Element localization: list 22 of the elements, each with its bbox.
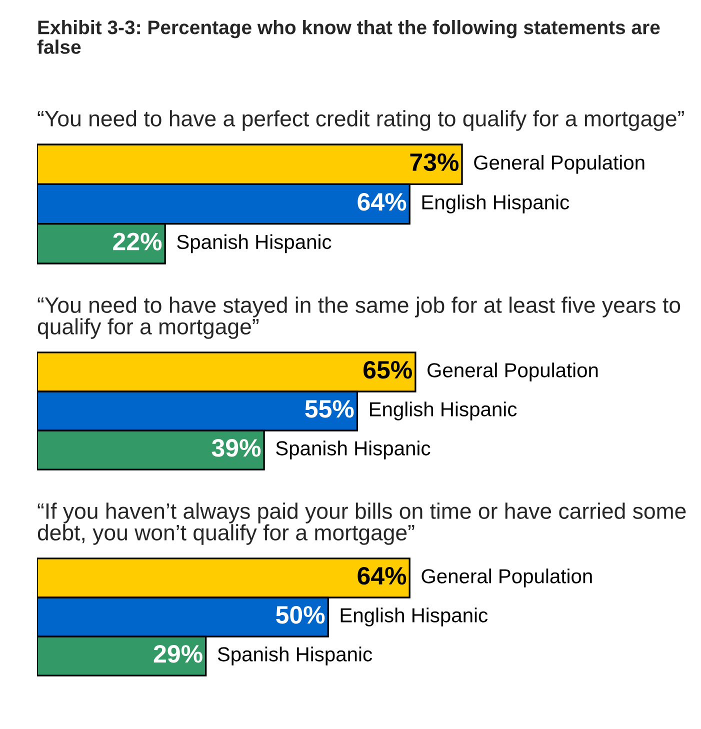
chart-subtitle: “You need to have a perfect credit rating to qualify for a mortgage” bbox=[38, 110, 684, 131]
series-label: Spanish Hispanic bbox=[177, 234, 332, 254]
data-label: 73% bbox=[410, 153, 459, 172]
series-label: English Hispanic bbox=[370, 402, 517, 420]
chart-subtitle: “You need to have stayed in the same job for at least five years to qualify for a mortgage” bbox=[38, 296, 680, 339]
data-label: 65% bbox=[364, 360, 412, 379]
chart-title: Exhibit 3-3: Percentage who know that the following statements are false bbox=[37, 20, 660, 54]
data-label: 39% bbox=[212, 439, 261, 457]
data-label: 64% bbox=[358, 566, 406, 585]
series-label: English Hispanic bbox=[340, 608, 488, 626]
series-label: General Population bbox=[428, 362, 598, 382]
data-label: 50% bbox=[276, 606, 325, 624]
chart-subtitle: “If you haven’t always paid your bills on time or have carried some debt, you won’t qualify for a mortgage” bbox=[38, 502, 686, 545]
series-label: Spanish Hispanic bbox=[218, 646, 372, 666]
series-label: General Population bbox=[422, 568, 592, 588]
data-label: 29% bbox=[154, 645, 202, 663]
data-label: 64% bbox=[358, 193, 406, 211]
data-label: 55% bbox=[305, 400, 354, 418]
series-label: English Hispanic bbox=[422, 194, 570, 214]
series-label: Spanish Hispanic bbox=[276, 440, 430, 460]
series-label: General Population bbox=[474, 154, 644, 174]
data-label: 22% bbox=[113, 232, 162, 250]
